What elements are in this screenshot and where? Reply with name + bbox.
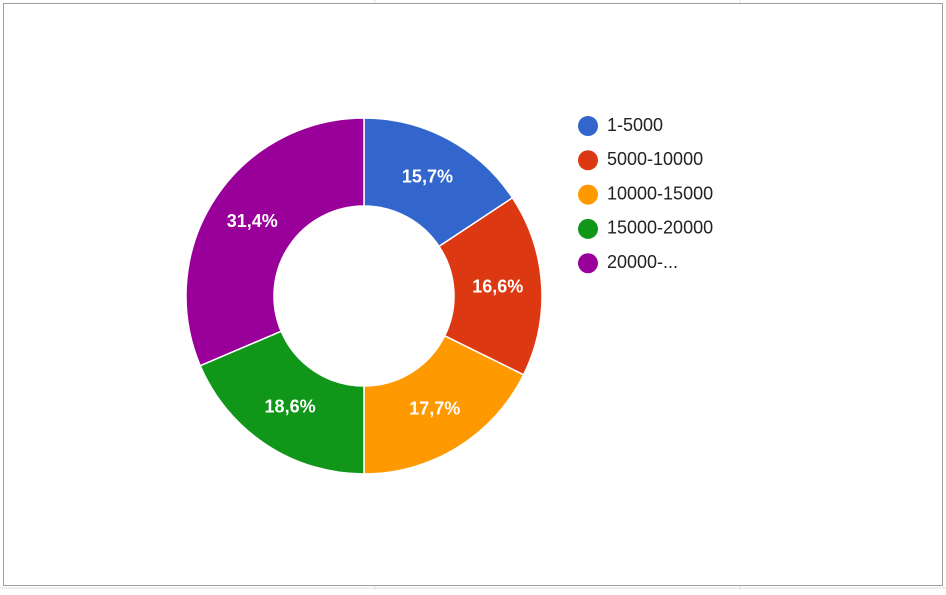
- data-label: 15,7%: [402, 167, 453, 187]
- slice: [199, 330, 365, 475]
- legend-swatch: [578, 150, 598, 171]
- legend-swatch: [578, 184, 598, 205]
- data-label: 18,6%: [265, 397, 316, 417]
- legend-swatch: [578, 218, 598, 239]
- legend-label: 15000-20000: [607, 218, 713, 238]
- legend-label: 1-5000: [607, 115, 663, 135]
- legend-label: 10000-15000: [607, 183, 713, 203]
- legend-label: 20000-...: [607, 252, 678, 272]
- data-label: 17,7%: [409, 399, 460, 419]
- legend-swatch: [578, 116, 598, 136]
- slice: [363, 334, 525, 475]
- data-label: 16,6%: [472, 276, 523, 296]
- legend-label: 5000-10000: [607, 149, 703, 169]
- legend-swatch: [578, 253, 598, 274]
- slice: [185, 117, 365, 367]
- data-label: 31,4%: [227, 211, 278, 231]
- slice: [438, 196, 543, 376]
